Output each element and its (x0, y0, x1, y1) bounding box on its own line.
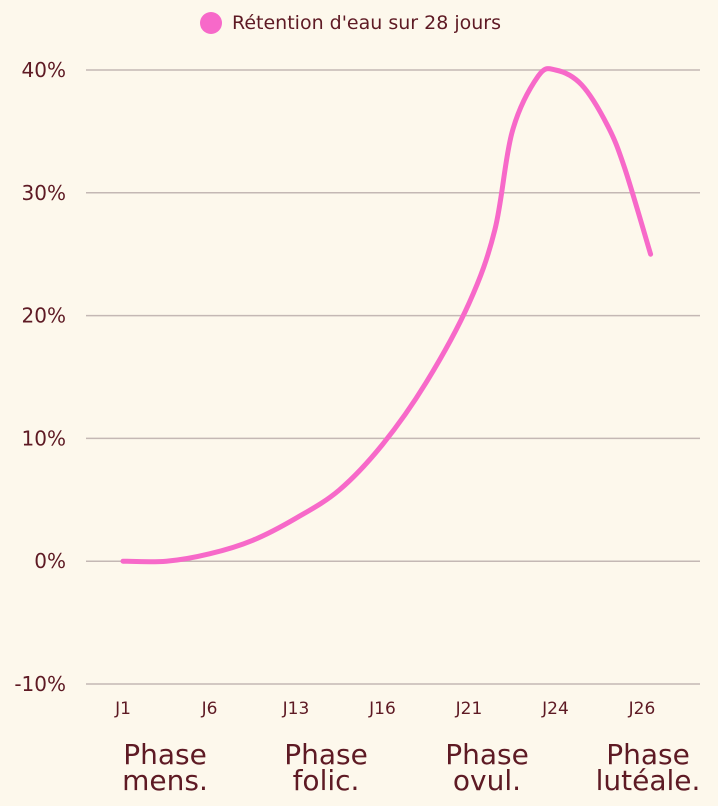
x-tick-label: J6 (201, 699, 218, 719)
y-tick-label: 30% (22, 181, 66, 205)
y-tick-label: 0% (34, 549, 66, 573)
phase-label-line2: mens. (122, 764, 208, 797)
phase-label-line1: Phase (123, 738, 207, 771)
phase-labels: Phase mens. Phase folic. Phase ovul. Pha… (95, 738, 718, 797)
y-tick-label: -10% (14, 672, 66, 696)
x-tick-label: J24 (541, 699, 569, 719)
phase-label-folic: Phase folic. (256, 738, 396, 797)
y-tick-label: 10% (22, 426, 66, 450)
phase-label-line1: Phase (606, 738, 690, 771)
x-tick-label: J13 (282, 699, 310, 719)
legend-marker (200, 12, 222, 34)
x-tick-label: J1 (114, 699, 131, 719)
y-tick-label: 20% (22, 304, 66, 328)
phase-label-ovul: Phase ovul. (417, 738, 557, 797)
x-tick-label: J21 (455, 699, 483, 719)
x-tick-label: J26 (628, 699, 656, 719)
phase-label-line2: folic. (292, 764, 360, 797)
phase-label-line2: lutéale. (595, 764, 701, 797)
phase-label-line1: Phase (284, 738, 368, 771)
legend-label: Rétention d'eau sur 28 jours (232, 12, 502, 34)
series-line (120, 66, 654, 565)
y-tick-label: 40% (22, 58, 66, 82)
phase-label-line1: Phase (445, 738, 529, 771)
legend: Rétention d'eau sur 28 jours (200, 12, 501, 34)
phase-label-luteale: Phase lutéale. (578, 738, 718, 797)
phase-label-mens: Phase mens. (95, 738, 235, 797)
x-tick-label: J16 (368, 699, 396, 719)
phase-label-line2: ovul. (452, 764, 522, 797)
